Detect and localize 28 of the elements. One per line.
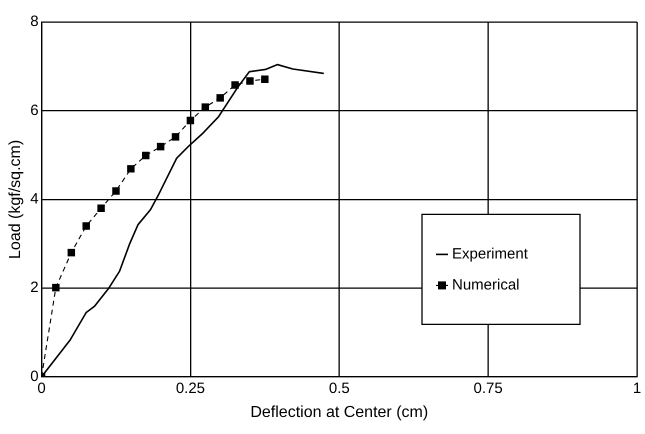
point	[68, 248, 76, 256]
point	[97, 204, 105, 212]
x-tick-label: 0.25	[176, 380, 206, 397]
y-tick-label: 2	[30, 279, 39, 296]
point	[156, 142, 164, 150]
point	[246, 77, 254, 85]
point	[127, 165, 135, 173]
point	[261, 75, 269, 83]
point	[52, 284, 60, 292]
y-axis-title: Load (kgf/sq.cm)	[7, 140, 24, 259]
y-tick-label: 4	[30, 190, 39, 208]
y-tick-label: 0	[30, 368, 39, 385]
x-axis-title: Deflection at Center (cm)	[250, 404, 428, 421]
x-tick-label: 1	[632, 380, 642, 397]
point	[142, 152, 150, 160]
point	[231, 81, 239, 89]
x-tick-label: 0.75	[474, 380, 503, 397]
y-tick-label: 8	[30, 13, 39, 30]
legend-label: Experiment	[452, 246, 529, 263]
legend-label: Numerical	[452, 276, 520, 294]
point	[202, 103, 210, 111]
x-tick-label: 0.5	[328, 380, 350, 397]
point	[112, 187, 120, 195]
point	[82, 222, 90, 230]
point	[216, 94, 224, 102]
y-tick-label: 6	[30, 102, 39, 119]
point	[172, 133, 180, 141]
point	[186, 116, 194, 124]
